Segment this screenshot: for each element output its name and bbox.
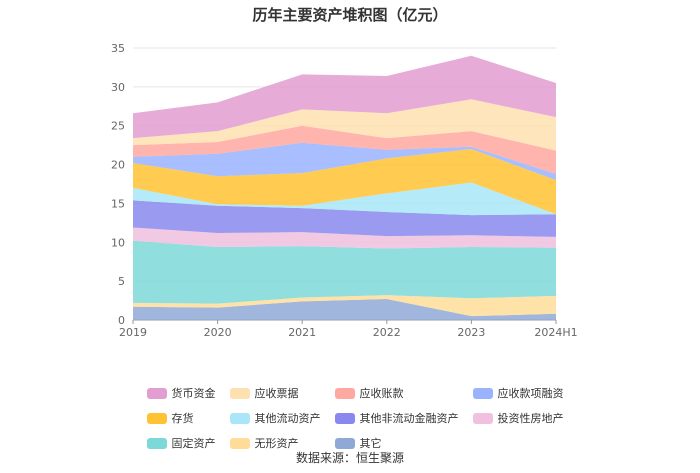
y-tick-label: 10 <box>111 236 125 249</box>
legend-item[interactable]: 应收款项融资 <box>472 385 564 401</box>
legend-item[interactable]: 存货 <box>146 410 216 426</box>
legend-label: 其他非流动金融资产 <box>359 412 459 425</box>
legend-label: 投资性房地产 <box>497 412 564 425</box>
area-应收款项融资 <box>133 142 556 181</box>
chart-legend: 货币资金 应收票据 应收账款 应收款项融资存货 其他流动资产 其他非流动金融资产 投资性房地… <box>120 385 590 451</box>
legend-item[interactable]: 应收账款 <box>334 385 459 401</box>
legend-label: 应收账款 <box>359 387 404 400</box>
legend-swatch <box>472 412 493 424</box>
x-tick-label: 2021 <box>288 326 316 339</box>
legend-item[interactable]: 其他非流动金融资产 <box>334 410 459 426</box>
legend-label: 固定资产 <box>171 437 216 450</box>
data-source: 数据来源：恒生聚源 <box>295 451 404 465</box>
stacked-area-chart: 0 5 10 15 20 25 30 35 2019 2020 2021 2022 2023 2024H1 <box>111 42 578 339</box>
y-tick-label: 35 <box>111 42 125 55</box>
y-tick-label: 0 <box>118 314 125 327</box>
area-固定资产 <box>133 240 556 304</box>
legend-item[interactable]: 货币资金 <box>146 385 216 401</box>
area-存货 <box>133 149 556 215</box>
y-tick-label: 20 <box>111 159 125 172</box>
area-投资性房地产 <box>133 227 556 249</box>
legend-item[interactable]: 其它 <box>334 435 459 451</box>
area-货币资金 <box>133 55 556 139</box>
legend-item[interactable]: 固定资产 <box>146 435 216 451</box>
legend-label: 无形资产 <box>254 437 299 450</box>
x-tick-label: 2019 <box>119 326 147 339</box>
area-其他非流动金融资产 <box>133 200 556 237</box>
legend-label: 其他流动资产 <box>254 412 321 425</box>
legend-label: 存货 <box>171 412 194 425</box>
x-tick-label: 2020 <box>204 326 232 339</box>
legend-item[interactable]: 无形资产 <box>229 435 321 451</box>
area-无形资产 <box>133 295 556 317</box>
area-其他流动资产 <box>133 182 556 216</box>
legend-label: 应收票据 <box>254 387 299 400</box>
legend-swatch <box>334 437 355 449</box>
legend-item[interactable]: 其他流动资产 <box>229 410 321 426</box>
legend-label: 应收款项融资 <box>497 387 564 400</box>
y-tick-label: 30 <box>111 81 125 94</box>
x-tick-label: 2022 <box>373 326 401 339</box>
legend-swatch <box>334 387 355 399</box>
legend-item[interactable]: 投资性房地产 <box>472 410 564 426</box>
y-tick-label: 15 <box>111 197 125 210</box>
legend-swatch <box>146 387 167 399</box>
y-tick-label: 5 <box>118 275 125 288</box>
legend-item[interactable]: 应收票据 <box>229 385 321 401</box>
legend-label: 其它 <box>359 437 382 450</box>
area-其它 <box>133 299 556 320</box>
y-tick-label: 25 <box>111 120 125 133</box>
legend-swatch <box>334 412 355 424</box>
area-应收账款 <box>133 125 556 174</box>
area-应收票据 <box>133 99 556 151</box>
legend-swatch <box>146 437 167 449</box>
legend-swatch <box>146 412 167 424</box>
legend-swatch <box>229 387 250 399</box>
legend-swatch <box>472 387 493 399</box>
legend-swatch <box>229 412 250 424</box>
legend-swatch <box>229 437 250 449</box>
chart-title: 历年主要资产堆积图（亿元） <box>252 6 448 24</box>
x-tick-label: 2024H1 <box>534 326 577 339</box>
x-tick-label: 2023 <box>457 326 485 339</box>
legend-label: 货币资金 <box>171 387 216 400</box>
